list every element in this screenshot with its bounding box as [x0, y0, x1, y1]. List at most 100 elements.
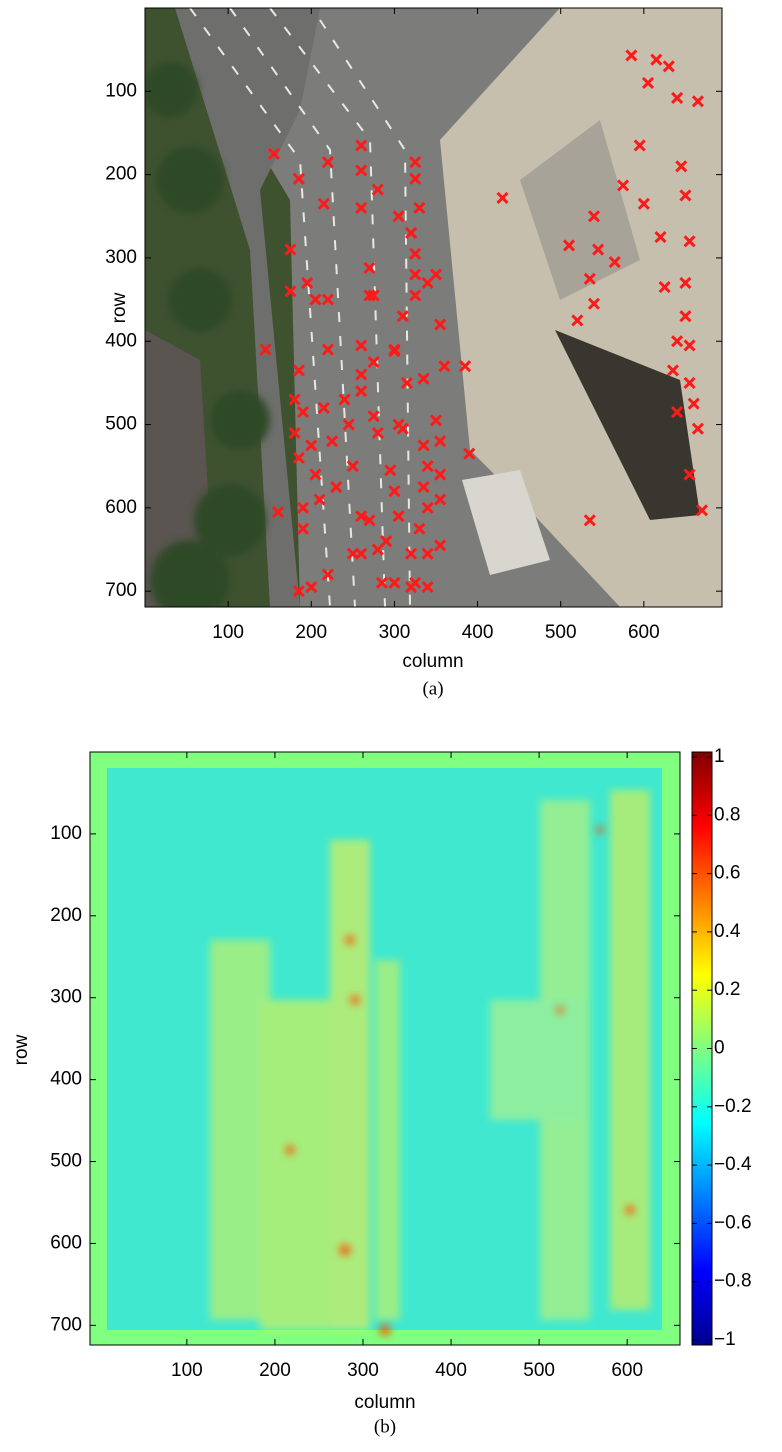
marker — [417, 439, 430, 452]
marker — [671, 335, 684, 348]
marker — [409, 289, 422, 302]
marker — [384, 464, 397, 477]
marker — [625, 49, 638, 62]
marker — [683, 235, 696, 248]
marker — [292, 364, 305, 377]
x-tick-label: 500 — [523, 1360, 555, 1381]
y-tick-label: 200 — [105, 164, 137, 185]
marker — [321, 156, 334, 169]
marker — [409, 172, 422, 185]
marker — [367, 410, 380, 423]
marker — [392, 210, 405, 223]
marker — [396, 310, 409, 323]
marker — [301, 276, 314, 289]
marker — [434, 493, 447, 506]
x-tick-label: 600 — [628, 622, 660, 643]
marker — [666, 364, 680, 377]
x-tick-label: 300 — [347, 1360, 379, 1381]
y-tick-label: 500 — [50, 1151, 82, 1172]
marker — [413, 522, 426, 535]
marker — [592, 243, 605, 256]
axes-frame — [144, 7, 723, 608]
marker — [355, 201, 368, 215]
marker — [355, 164, 368, 177]
marker — [330, 480, 343, 494]
marker — [583, 272, 596, 285]
marker — [571, 314, 584, 327]
marker — [375, 576, 389, 589]
marker — [288, 393, 301, 406]
marker — [346, 460, 359, 473]
marker — [421, 547, 434, 560]
colorbar-label: −0.4 — [714, 1154, 752, 1175]
marker — [463, 447, 476, 460]
marker — [404, 226, 418, 239]
marker — [695, 504, 709, 517]
marker — [617, 179, 630, 192]
marker — [409, 156, 422, 169]
y-axis-label: row — [109, 292, 130, 323]
x-tick-label: 100 — [212, 622, 244, 643]
marker — [496, 191, 509, 205]
marker — [321, 568, 334, 581]
colorbar-label: 0.2 — [714, 979, 740, 1000]
marker — [438, 360, 451, 373]
marker — [309, 293, 322, 306]
marker — [363, 261, 376, 274]
marker — [355, 547, 368, 560]
marker — [421, 501, 434, 514]
marker — [392, 418, 405, 431]
y-tick-label: 100 — [50, 823, 82, 844]
x-tick-label: 600 — [611, 1360, 643, 1381]
marker — [421, 580, 434, 594]
marker — [421, 460, 434, 473]
y-tick-label: 600 — [105, 497, 137, 518]
marker — [587, 297, 601, 310]
marker — [583, 514, 596, 527]
x-tick-label: 200 — [295, 622, 327, 643]
marker — [292, 585, 305, 598]
marker — [658, 281, 671, 294]
x-tick-label: 200 — [259, 1360, 291, 1381]
marker — [296, 501, 310, 514]
x-tick-label: 400 — [435, 1360, 467, 1381]
y-tick-label: 700 — [50, 1314, 82, 1335]
axes-frame — [89, 751, 681, 1346]
x-tick-label: 500 — [545, 622, 577, 643]
marker — [650, 53, 663, 66]
colorbar-label: −0.2 — [714, 1096, 752, 1117]
marker — [691, 422, 704, 435]
marker — [371, 183, 384, 196]
marker — [400, 376, 413, 389]
marker — [679, 276, 692, 289]
marker — [434, 435, 447, 448]
caption: (b) — [374, 1416, 396, 1437]
marker — [587, 210, 601, 223]
marker — [687, 397, 700, 410]
marker — [434, 539, 447, 552]
aerial-image — [145, 8, 722, 607]
colorbar-label: −1 — [714, 1329, 736, 1350]
marker — [305, 439, 318, 452]
y-tick-label: 300 — [105, 247, 137, 268]
marker — [392, 510, 405, 523]
marker — [321, 293, 334, 306]
marker — [317, 197, 330, 210]
marker — [413, 201, 426, 215]
marker — [434, 318, 447, 331]
marker — [371, 543, 384, 556]
marker — [355, 385, 368, 398]
marker — [671, 91, 684, 105]
marker — [367, 289, 380, 302]
colorbar-label: 0 — [714, 1038, 725, 1059]
marker — [355, 139, 368, 152]
marker — [292, 172, 305, 185]
marker — [404, 580, 418, 594]
marker — [317, 401, 330, 414]
marker — [429, 268, 443, 281]
marker — [363, 514, 376, 527]
marker — [355, 368, 368, 381]
y-tick-label: 200 — [50, 905, 82, 926]
marker — [259, 343, 272, 356]
